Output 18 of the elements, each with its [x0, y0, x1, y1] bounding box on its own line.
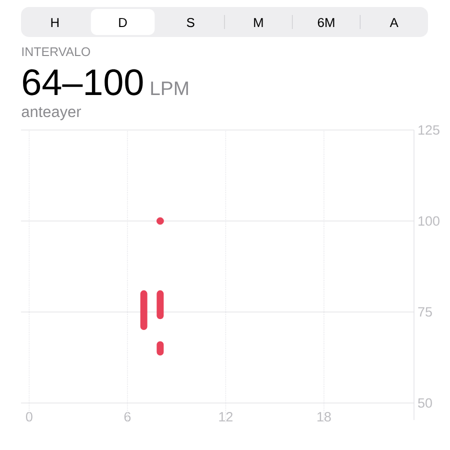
- chart-subtitle: anteayer: [22, 107, 82, 120]
- text: H: [51, 18, 59, 27]
- y-tick-label: 100: [418, 216, 440, 226]
- x-tick-label: 6: [124, 412, 131, 422]
- x-tick-label: 0: [26, 412, 32, 422]
- text: LPM: [151, 82, 188, 95]
- text: 64–100: [23, 69, 143, 96]
- text: 6M: [318, 18, 334, 28]
- x-tick-label: 18: [318, 412, 331, 422]
- text: M: [254, 18, 263, 27]
- y-tick-label: 75: [418, 307, 432, 317]
- chart-title: INTERVALO: [22, 47, 90, 56]
- text: S: [186, 18, 194, 28]
- x-tick-label: 12: [219, 412, 233, 422]
- text: A: [390, 18, 398, 27]
- y-tick-label: 125: [418, 125, 440, 135]
- y-tick-label: 50: [418, 398, 432, 408]
- text: D: [119, 18, 127, 27]
